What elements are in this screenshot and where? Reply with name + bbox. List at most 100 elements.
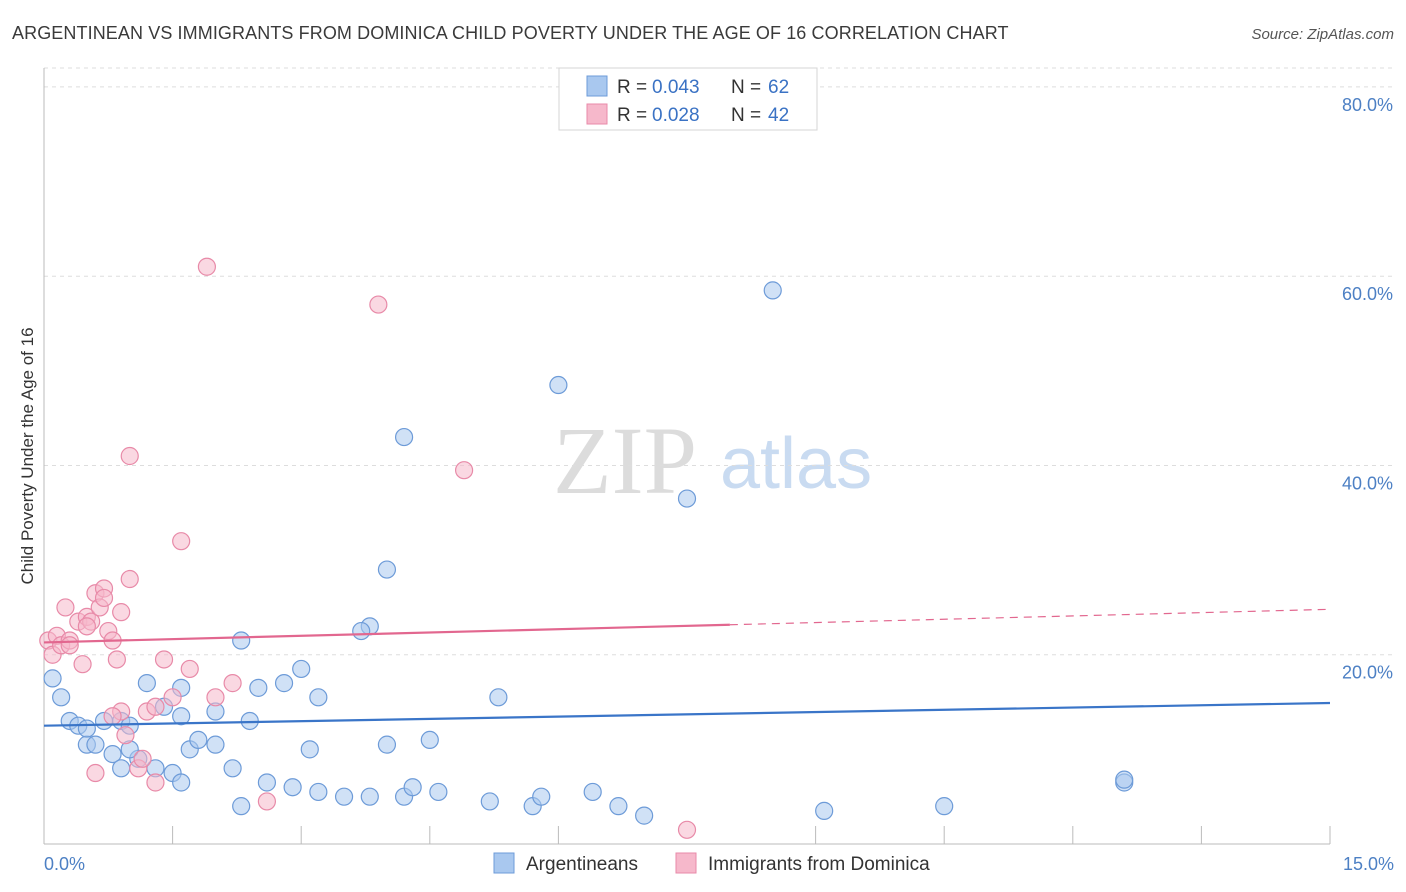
series-legend-label-argentineans: Argentineans bbox=[526, 854, 638, 875]
argentinean-point-25 bbox=[257, 773, 277, 792]
x-tick-min: 0.0% bbox=[44, 854, 85, 874]
dominica-point-27 bbox=[223, 674, 242, 693]
dominica-point-20 bbox=[146, 773, 165, 792]
legend-n-label-pink: N = bbox=[731, 105, 761, 126]
argentinean-point-13 bbox=[137, 674, 156, 693]
dominica-point-4 bbox=[56, 598, 75, 617]
dominica-point-23 bbox=[172, 532, 191, 551]
legend-swatch-blue bbox=[586, 75, 608, 97]
dominica-point-24 bbox=[180, 659, 199, 679]
argentinean-point-36 bbox=[480, 792, 499, 811]
argentinean-point-33 bbox=[429, 782, 448, 802]
argentinean-point-29 bbox=[334, 787, 354, 806]
dominica-point-28 bbox=[257, 792, 277, 811]
dominica-trend-line bbox=[43, 623, 730, 644]
argentinean-point-16 bbox=[172, 707, 191, 726]
argentinean-point-0 bbox=[43, 669, 62, 688]
dominica-point-25 bbox=[197, 257, 216, 276]
argentinean-point-34 bbox=[377, 735, 397, 754]
argentinean-point-8 bbox=[103, 744, 122, 764]
series-legend-swatch-dominica bbox=[675, 852, 697, 874]
argentinean-point-61 bbox=[172, 773, 191, 792]
dominica-point-21 bbox=[154, 650, 174, 669]
dominica-point-16 bbox=[112, 603, 131, 622]
argentinean-point-58 bbox=[763, 281, 782, 300]
argentinean-point-19 bbox=[189, 730, 208, 750]
argentinean-point-9 bbox=[112, 759, 131, 778]
argentinean-point-50 bbox=[309, 688, 328, 707]
argentinean-point-56 bbox=[549, 375, 568, 395]
argentinean-point-6 bbox=[86, 735, 105, 754]
series-legend-swatch-argentineans bbox=[493, 852, 515, 874]
argentinean-point-53 bbox=[352, 621, 371, 641]
y-tick-labels: 20.0% 40.0% 60.0% 80.0% bbox=[1342, 95, 1393, 683]
y-tick-label-3: 80.0% bbox=[1342, 95, 1393, 115]
series-legend: Argentineans Immigrants from Dominica bbox=[493, 852, 930, 875]
legend-n-value-blue: 62 bbox=[768, 77, 789, 98]
legend-n-value-pink: 42 bbox=[768, 105, 789, 126]
dominica-point-40 bbox=[133, 749, 152, 768]
dominica-point-34 bbox=[86, 763, 105, 783]
stats-legend: R = 0.043 N = 62 R = 0.028 N = 42 bbox=[558, 67, 818, 131]
argentinean-point-5 bbox=[77, 719, 96, 738]
x-minor-ticks bbox=[43, 826, 1331, 844]
dominica-point-38 bbox=[146, 697, 165, 716]
legend-r-value-blue: 0.043 bbox=[652, 77, 700, 98]
dominica-point-41 bbox=[116, 726, 135, 745]
y-axis-label: Child Poverty Under the Age of 16 bbox=[18, 327, 37, 584]
argentinean-point-20 bbox=[206, 735, 225, 754]
trend-lines bbox=[43, 608, 1331, 727]
dominica-point-37 bbox=[94, 588, 114, 608]
argentinean-point-30 bbox=[360, 787, 379, 806]
chart-source: Source: ZipAtlas.com bbox=[1251, 26, 1394, 43]
dominica-point-31 bbox=[677, 820, 697, 839]
argentinean-trend-line bbox=[43, 701, 1331, 727]
watermark: ZIP atlas bbox=[553, 407, 872, 514]
gridlines bbox=[44, 67, 1392, 656]
legend-n-label-blue: N = bbox=[731, 77, 761, 98]
x-tick-max: 15.0% bbox=[1343, 854, 1394, 874]
dominica-point-35 bbox=[77, 617, 96, 636]
legend-swatch-pink bbox=[586, 103, 608, 125]
argentinean-point-45 bbox=[1115, 770, 1134, 789]
argentinean-point-1 bbox=[52, 688, 71, 707]
argentinean-point-28 bbox=[309, 782, 328, 802]
argentinean-point-60 bbox=[232, 631, 251, 650]
argentinean-point-23 bbox=[232, 797, 251, 816]
dominica-point-22 bbox=[163, 688, 182, 707]
argentinean-point-57 bbox=[677, 489, 697, 508]
y-tick-label-0: 20.0% bbox=[1342, 663, 1393, 683]
argentinean-point-48 bbox=[274, 674, 294, 693]
dominica-point-29 bbox=[369, 295, 388, 314]
argentinean-point-40 bbox=[609, 797, 628, 816]
argentinean-point-43 bbox=[935, 797, 954, 816]
dominica-point-17 bbox=[120, 569, 139, 589]
legend-r-value-pink: 0.028 bbox=[652, 105, 700, 126]
argentinean-point-49 bbox=[292, 659, 311, 679]
argentinean-point-42 bbox=[815, 801, 834, 820]
argentinean-point-35 bbox=[420, 730, 439, 750]
dominica-point-15 bbox=[107, 650, 126, 669]
argentinean-point-22 bbox=[223, 759, 242, 778]
argentinean-point-26 bbox=[283, 778, 302, 797]
argentinean-point-39 bbox=[583, 782, 602, 802]
dominica-point-39 bbox=[103, 707, 122, 726]
watermark-zip: ZIP bbox=[553, 407, 697, 514]
dominica-point-30 bbox=[454, 461, 474, 480]
argentinean-point-55 bbox=[489, 688, 508, 707]
argentinean-point-54 bbox=[394, 427, 414, 447]
chart-title: ARGENTINEAN VS IMMIGRANTS FROM DOMINICA … bbox=[12, 23, 1009, 43]
argentinean-point-27 bbox=[300, 740, 319, 759]
dominica-point-7 bbox=[73, 655, 92, 674]
scatter-points bbox=[39, 257, 1134, 839]
dominica-trend-line-extension bbox=[729, 608, 1331, 626]
legend-r-label-blue: R = bbox=[617, 77, 647, 98]
y-tick-label-2: 60.0% bbox=[1342, 284, 1393, 304]
argentinean-point-38 bbox=[532, 787, 551, 806]
legend-r-label-pink: R = bbox=[617, 105, 647, 126]
dominica-point-32 bbox=[120, 446, 139, 466]
argentinean-point-52 bbox=[377, 560, 397, 579]
argentinean-point-47 bbox=[249, 678, 268, 697]
dominica-point-26 bbox=[206, 688, 225, 707]
